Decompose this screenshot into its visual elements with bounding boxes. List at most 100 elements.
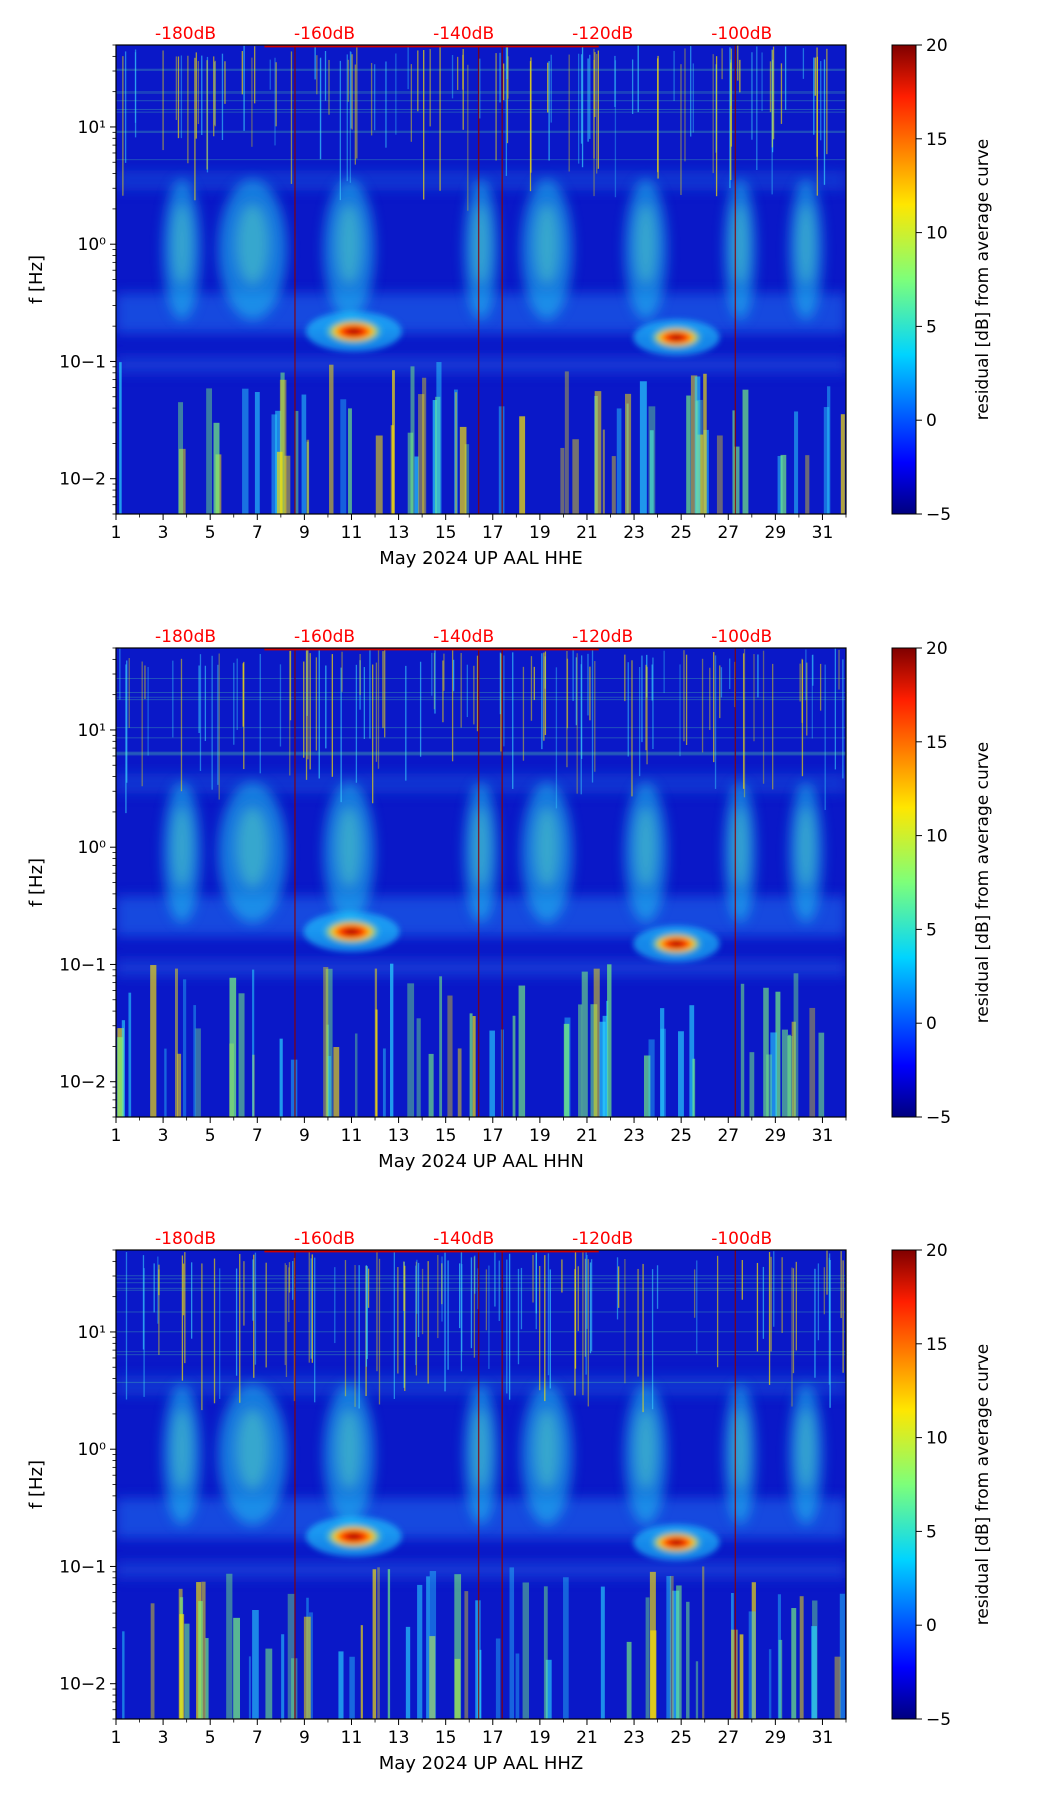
top-db-tick-label: -100dB (711, 24, 772, 44)
hotspot-1 (305, 1516, 402, 1557)
colorbar-tick-label: 10 (926, 224, 948, 244)
x-tick-label: 1 (111, 1728, 122, 1748)
x-tick-label: 1 (111, 523, 122, 543)
x-tick-label: 3 (158, 1728, 169, 1748)
hotspot-1 (303, 911, 400, 952)
x-tick-label: 29 (765, 1728, 787, 1748)
x-tick-label: 29 (765, 1126, 787, 1146)
y-tick-label: 10−2 (59, 1073, 106, 1093)
y-axis-label: f [Hz] (26, 255, 47, 304)
colorbar-tick-label: 15 (926, 733, 948, 753)
x-tick-label: 15 (435, 1728, 457, 1748)
x-tick-label: 17 (482, 1728, 504, 1748)
x-axis-label: May 2024 UP AAL HHZ (379, 1753, 584, 1774)
x-tick-label: 15 (435, 1126, 457, 1146)
x-tick-label: 23 (623, 1126, 645, 1146)
x-tick-label: 7 (252, 523, 263, 543)
y-tick-label: 10¹ (78, 1323, 106, 1343)
x-tick-label: 17 (482, 1126, 504, 1146)
x-tick-label: 25 (670, 523, 692, 543)
x-axis-label: May 2024 UP AAL HHN (378, 1151, 584, 1172)
hotspot-2 (633, 319, 720, 356)
top-db-tick-label: -100dB (711, 1229, 772, 1249)
colorbar: −5 0 5 10 15 20 residual [dB] from average cur… (891, 36, 993, 525)
x-tick-label: 31 (812, 1126, 834, 1146)
colorbar: −5 0 5 10 15 20 residual [dB] from average cur… (891, 1241, 993, 1730)
colorbar-tick-label: 20 (926, 36, 948, 56)
top-db-tick-label: -100dB (711, 627, 772, 647)
x-tick-label: 7 (252, 1728, 263, 1748)
x-tick-label: 23 (623, 1728, 645, 1748)
x-tick-label: 25 (670, 1126, 692, 1146)
x-tick-label: 19 (529, 1728, 551, 1748)
top-db-tick-label: -120dB (572, 24, 633, 44)
x-tick-label: 11 (341, 1126, 363, 1146)
x-tick-label: 9 (299, 523, 310, 543)
top-db-tick-label: -160dB (294, 627, 355, 647)
x-tick-label: 21 (576, 523, 598, 543)
x-tick-label: 21 (576, 1728, 598, 1748)
x-tick-label: 13 (388, 523, 410, 543)
spectrogram-panel-1: 1 3 5 7 9 11 13 15 17 19 21 23 25 27 29 3110−210−110⁰10… (26, 24, 993, 569)
x-tick-label: 25 (670, 1728, 692, 1748)
x-tick-label: 11 (341, 523, 363, 543)
colorbar-tick-label: 5 (926, 1522, 937, 1542)
y-tick-label: 10⁰ (78, 838, 107, 858)
y-axis-label: f [Hz] (26, 1460, 47, 1509)
x-tick-label: 5 (205, 1126, 216, 1146)
x-tick-label: 29 (765, 523, 787, 543)
y-tick-label: 10−1 (59, 352, 106, 372)
y-axis-label: f [Hz] (26, 858, 47, 907)
colorbar-tick-label: −5 (926, 505, 951, 525)
top-db-tick-label: -180dB (155, 627, 216, 647)
colorbar: −5 0 5 10 15 20 residual [dB] from average cur… (891, 639, 993, 1128)
y-tick-label: 10¹ (78, 721, 106, 741)
x-axis-label: May 2024 UP AAL HHE (379, 548, 583, 569)
colorbar-tick-label: 0 (926, 1014, 937, 1034)
colorbar-tick-label: 15 (926, 1335, 948, 1355)
spectrogram-image (116, 648, 846, 1117)
spectrogram-image (116, 1250, 846, 1719)
top-db-tick-label: -180dB (155, 1229, 216, 1249)
top-db-tick-label: -120dB (572, 1229, 633, 1249)
y-tick-label: 10−2 (59, 1675, 106, 1695)
x-tick-label: 19 (529, 523, 551, 543)
colorbar-tick-label: 5 (926, 317, 937, 337)
colorbar-label: residual [dB] from average curve (973, 139, 993, 420)
spectrogram-image (116, 45, 846, 514)
y-tick-label: 10⁰ (78, 235, 107, 255)
colorbar-tick-label: 5 (926, 920, 937, 940)
colorbar-tick-label: 20 (926, 639, 948, 659)
x-tick-label: 7 (252, 1126, 263, 1146)
top-db-tick-label: -180dB (155, 24, 216, 44)
colorbar-tick-label: 10 (926, 1429, 948, 1449)
x-tick-label: 31 (812, 523, 834, 543)
x-tick-label: 15 (435, 523, 457, 543)
top-db-tick-label: -120dB (572, 627, 633, 647)
y-tick-label: 10−1 (59, 955, 106, 975)
colorbar-tick-label: 10 (926, 827, 948, 847)
x-tick-label: 27 (717, 523, 739, 543)
x-tick-label: 27 (717, 1126, 739, 1146)
y-tick-label: 10⁰ (78, 1440, 107, 1460)
hotspot-1 (305, 311, 402, 352)
hotspot-2 (633, 1524, 720, 1561)
colorbar-tick-label: 0 (926, 411, 937, 431)
colorbar-label: residual [dB] from average curve (973, 742, 993, 1023)
x-tick-label: 23 (623, 523, 645, 543)
spectrogram-panel-2: 1 3 5 7 9 11 13 15 17 19 21 23 25 27 29 3110−210−110⁰10… (26, 627, 993, 1172)
top-db-tick-label: -160dB (294, 1229, 355, 1249)
top-db-tick-label: -140dB (433, 1229, 494, 1249)
colorbar-tick-label: −5 (926, 1108, 951, 1128)
top-db-tick-label: -140dB (433, 24, 494, 44)
colorbar-gradient (891, 1249, 917, 1720)
top-db-tick-label: -140dB (433, 627, 494, 647)
y-tick-label: 10¹ (78, 118, 106, 138)
colorbar-tick-label: 0 (926, 1616, 937, 1636)
colorbar-gradient (891, 44, 917, 515)
x-tick-label: 5 (205, 1728, 216, 1748)
x-tick-label: 13 (388, 1728, 410, 1748)
colorbar-tick-label: 15 (926, 130, 948, 150)
